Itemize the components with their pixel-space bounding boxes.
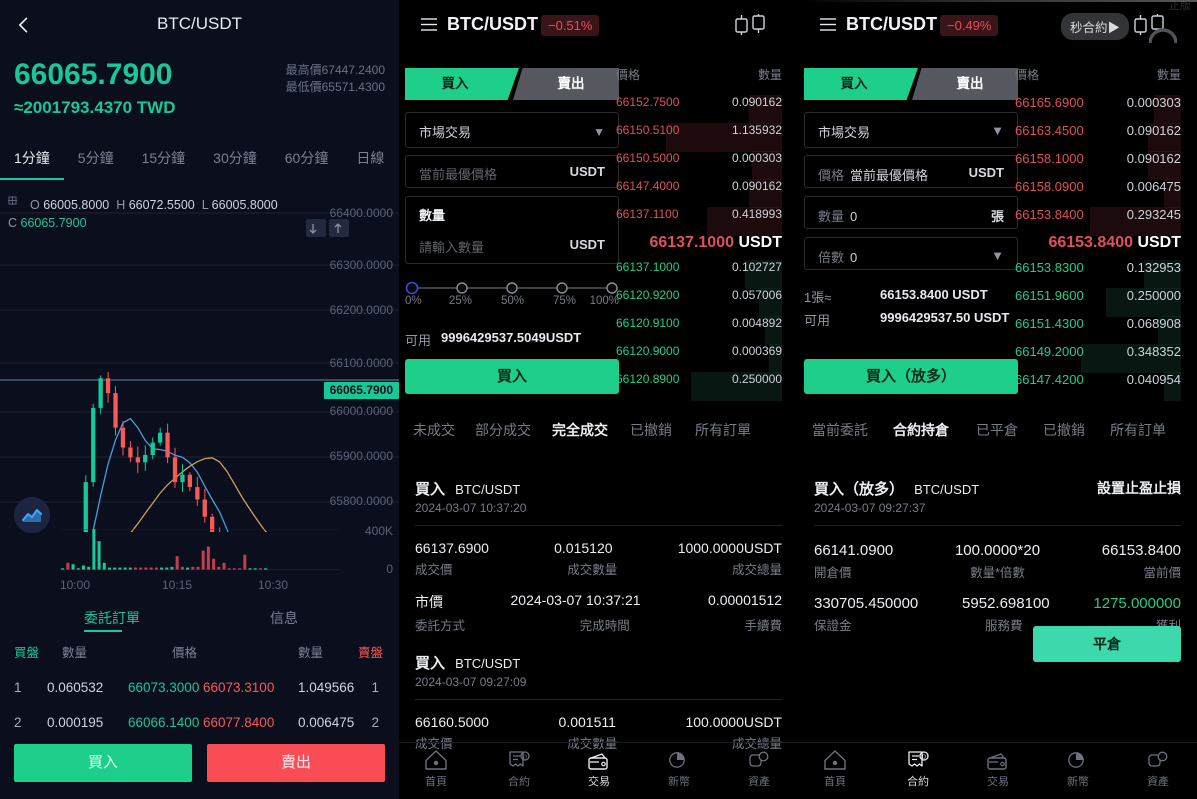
svg-text:D: D (523, 754, 527, 760)
svg-text:D: D (922, 754, 926, 760)
